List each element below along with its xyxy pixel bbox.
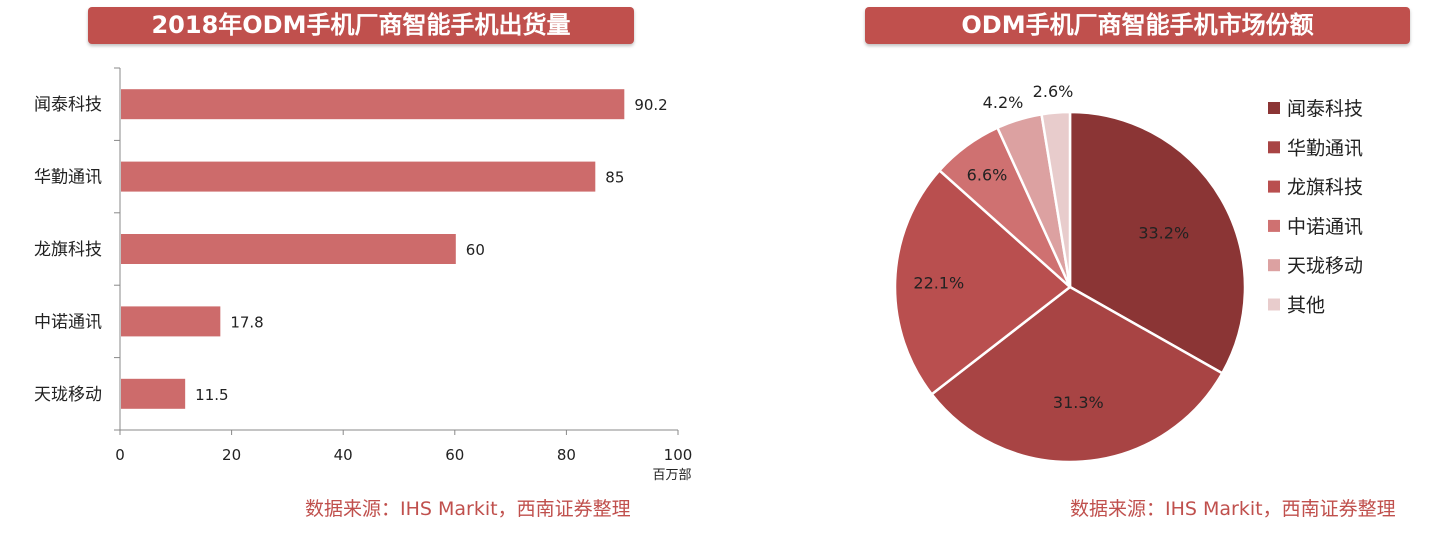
pie-slice — [1068, 110, 1247, 375]
slice-label: 31.3% — [1053, 393, 1104, 412]
pie-chart: 33.2% 31.3% 22.1% 6.6% 4.2% 2.6% 闻泰科技华勤通讯龙旗科技中… — [893, 82, 1363, 464]
x-tick-label: 0 — [115, 446, 125, 464]
x-tick-label: 80 — [557, 446, 576, 464]
legend-swatch — [1268, 298, 1280, 311]
slice-label: 22.1% — [913, 273, 964, 292]
legend-swatch — [1268, 219, 1280, 232]
bar — [121, 234, 456, 264]
data-label: 90.2 — [634, 96, 667, 114]
pie-slice — [893, 168, 1072, 397]
data-label: 17.8 — [230, 313, 263, 331]
slice-label: 4.2% — [983, 93, 1024, 112]
legend-swatch — [1268, 141, 1280, 154]
slice-label: 6.6% — [967, 165, 1008, 184]
legend-label: 天珑移动 — [1287, 255, 1363, 277]
x-axis-unit-label: 百万部 — [652, 468, 691, 483]
category-label: 中诺通讯 — [34, 312, 102, 332]
slice-label: 33.2% — [1138, 223, 1189, 242]
legend-label: 其他 — [1287, 295, 1325, 317]
bar — [121, 378, 186, 409]
legend-swatch — [1268, 180, 1280, 193]
legend-label: 华勤通讯 — [1287, 137, 1363, 159]
x-tick-label: 100 — [664, 446, 693, 464]
bar — [121, 306, 221, 337]
data-label: 11.5 — [195, 386, 228, 404]
category-label: 龙旗科技 — [34, 240, 102, 260]
category-label: 天珑移动 — [34, 385, 102, 405]
pie-chart-title: ODM手机厂商智能手机市场份额 — [865, 7, 1410, 44]
x-tick-label: 60 — [445, 446, 464, 464]
legend-swatch — [1268, 102, 1280, 114]
slice-label: 2.6% — [1033, 82, 1074, 101]
pie-slice — [1040, 110, 1072, 288]
category-label: 闻泰科技 — [34, 95, 102, 115]
data-label: 85 — [605, 169, 624, 187]
data-label: 60 — [466, 241, 485, 259]
legend-label: 中诺通讯 — [1287, 216, 1363, 238]
legend-swatch — [1268, 259, 1280, 272]
bar-chart: 闻泰科技 90.2 华勤通讯 85 龙旗科技 60 中诺通讯 17.8 天珑移动 11.5 0 20 4… — [34, 67, 693, 483]
bar-chart-title: 2018年ODM手机厂商智能手机出货量 — [88, 7, 634, 44]
source-note-right: 数据来源：IHS Markit，西南证券整理 — [1070, 498, 1396, 520]
category-label: 华勤通讯 — [34, 168, 102, 188]
bar — [121, 89, 625, 120]
x-tick-label: 40 — [334, 446, 353, 464]
pie-slice — [929, 285, 1224, 464]
x-tick-label: 20 — [222, 446, 241, 464]
bar — [121, 161, 596, 192]
legend-label: 龙旗科技 — [1287, 177, 1363, 199]
legend-label: 闻泰科技 — [1287, 98, 1363, 120]
source-note-left: 数据来源：IHS Markit，西南证券整理 — [305, 498, 631, 520]
